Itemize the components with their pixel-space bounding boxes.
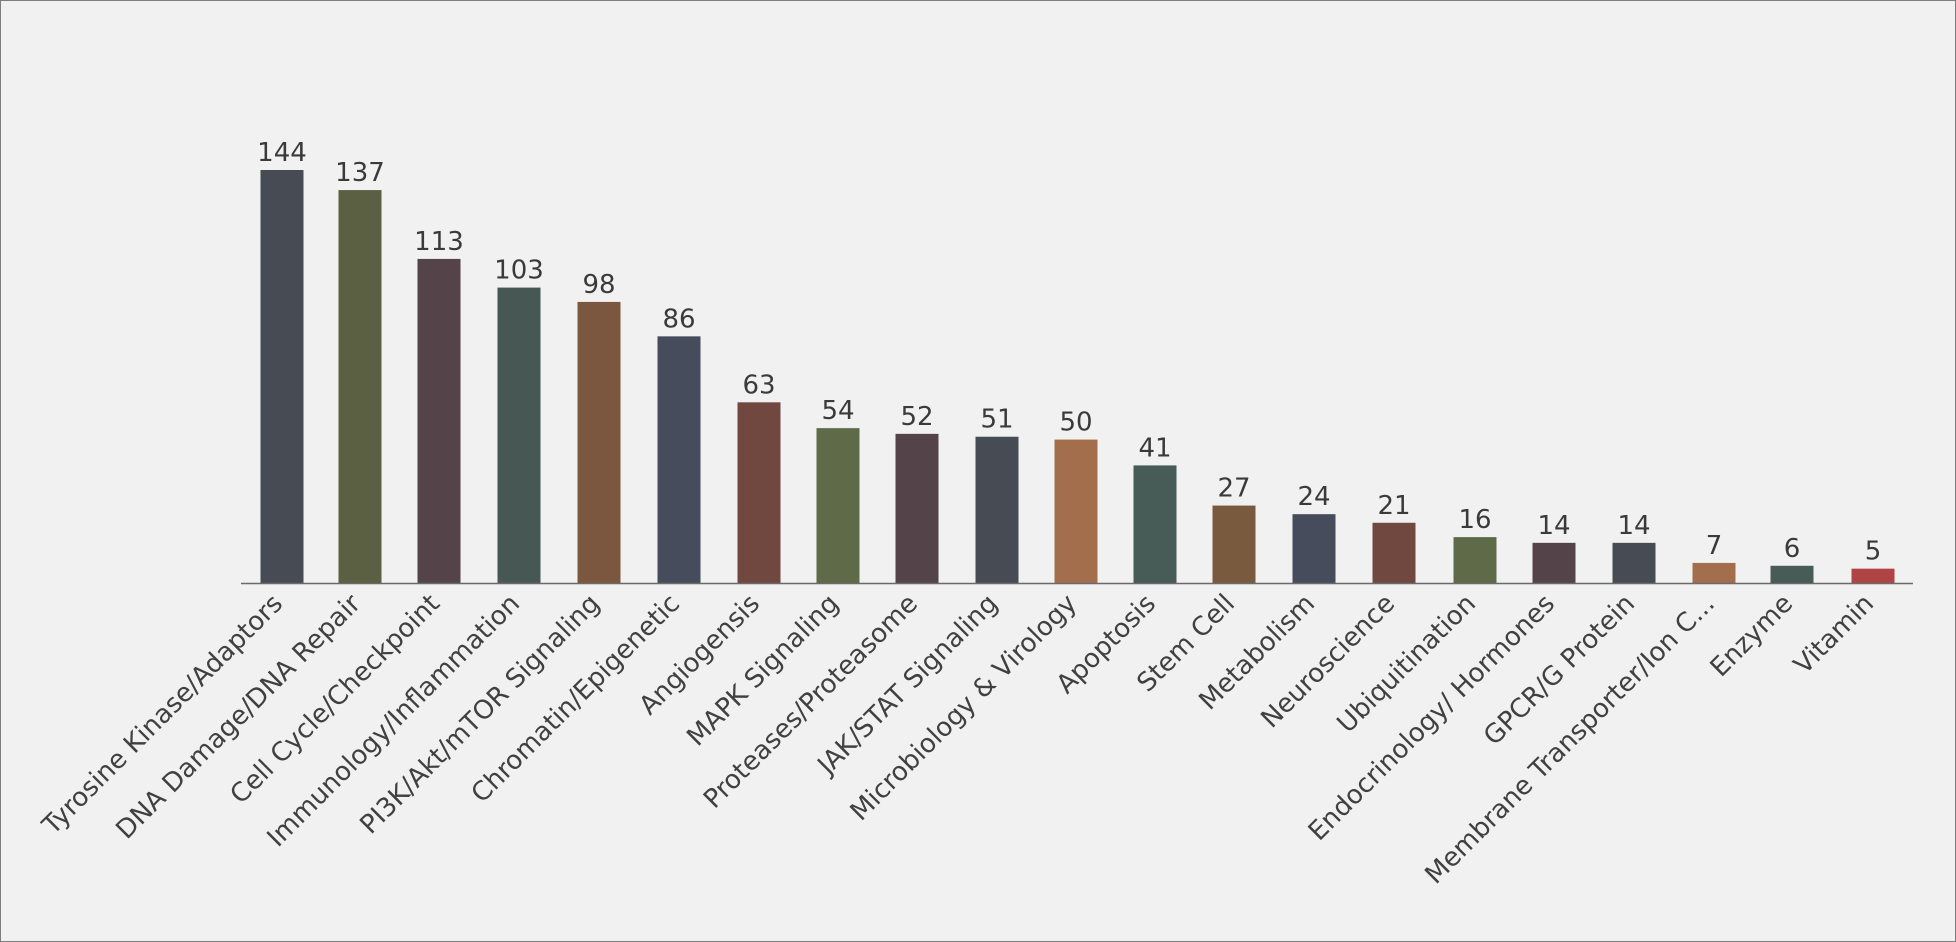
bar-18 bbox=[1692, 562, 1736, 583]
value-label-10: 50 bbox=[1059, 408, 1092, 438]
bar-19 bbox=[1770, 565, 1814, 583]
bar-17 bbox=[1612, 542, 1656, 583]
value-label-1: 137 bbox=[335, 158, 385, 188]
value-label-18: 7 bbox=[1706, 531, 1723, 561]
bar-15 bbox=[1453, 537, 1497, 583]
value-label-8: 52 bbox=[900, 402, 933, 432]
value-label-15: 16 bbox=[1458, 505, 1491, 535]
bar-11 bbox=[1133, 465, 1177, 583]
bar-3 bbox=[497, 287, 541, 583]
bar-6 bbox=[737, 402, 781, 583]
value-label-14: 21 bbox=[1377, 491, 1410, 521]
category-label-20: Vitamin bbox=[1788, 589, 1880, 681]
value-label-2: 113 bbox=[414, 227, 464, 257]
category-label-18: Membrane Transporter/Ion C... bbox=[1419, 589, 1720, 890]
bar-10 bbox=[1054, 439, 1098, 583]
bar-4 bbox=[577, 301, 621, 583]
bar-14 bbox=[1372, 522, 1416, 583]
value-label-19: 6 bbox=[1784, 534, 1801, 564]
category-label-17: GPCR/G Protein bbox=[1478, 589, 1641, 752]
value-label-11: 41 bbox=[1138, 433, 1171, 463]
bar-1 bbox=[338, 190, 382, 583]
value-label-12: 27 bbox=[1217, 474, 1250, 504]
category-label-19: Enzyme bbox=[1705, 589, 1799, 683]
value-label-5: 86 bbox=[662, 304, 695, 334]
value-label-3: 103 bbox=[494, 256, 544, 286]
value-label-17: 14 bbox=[1617, 511, 1650, 541]
category-label-15: Ubiquitination bbox=[1332, 589, 1482, 739]
bar-2 bbox=[417, 258, 461, 583]
value-label-4: 98 bbox=[582, 270, 615, 300]
bar-0 bbox=[260, 170, 304, 583]
value-label-20: 5 bbox=[1865, 537, 1882, 567]
bar-16 bbox=[1532, 542, 1576, 583]
bar-20 bbox=[1851, 568, 1895, 583]
bar-9 bbox=[975, 436, 1019, 583]
value-label-0: 144 bbox=[257, 138, 307, 168]
bar-12 bbox=[1212, 505, 1256, 583]
value-label-9: 51 bbox=[980, 405, 1013, 435]
value-label-6: 63 bbox=[742, 370, 775, 400]
value-label-16: 14 bbox=[1537, 511, 1570, 541]
value-label-7: 54 bbox=[821, 396, 854, 426]
bar-5 bbox=[657, 336, 701, 583]
value-label-13: 24 bbox=[1297, 482, 1330, 512]
bar-8 bbox=[895, 433, 939, 583]
bar-13 bbox=[1292, 514, 1336, 583]
bar-7 bbox=[816, 428, 860, 583]
